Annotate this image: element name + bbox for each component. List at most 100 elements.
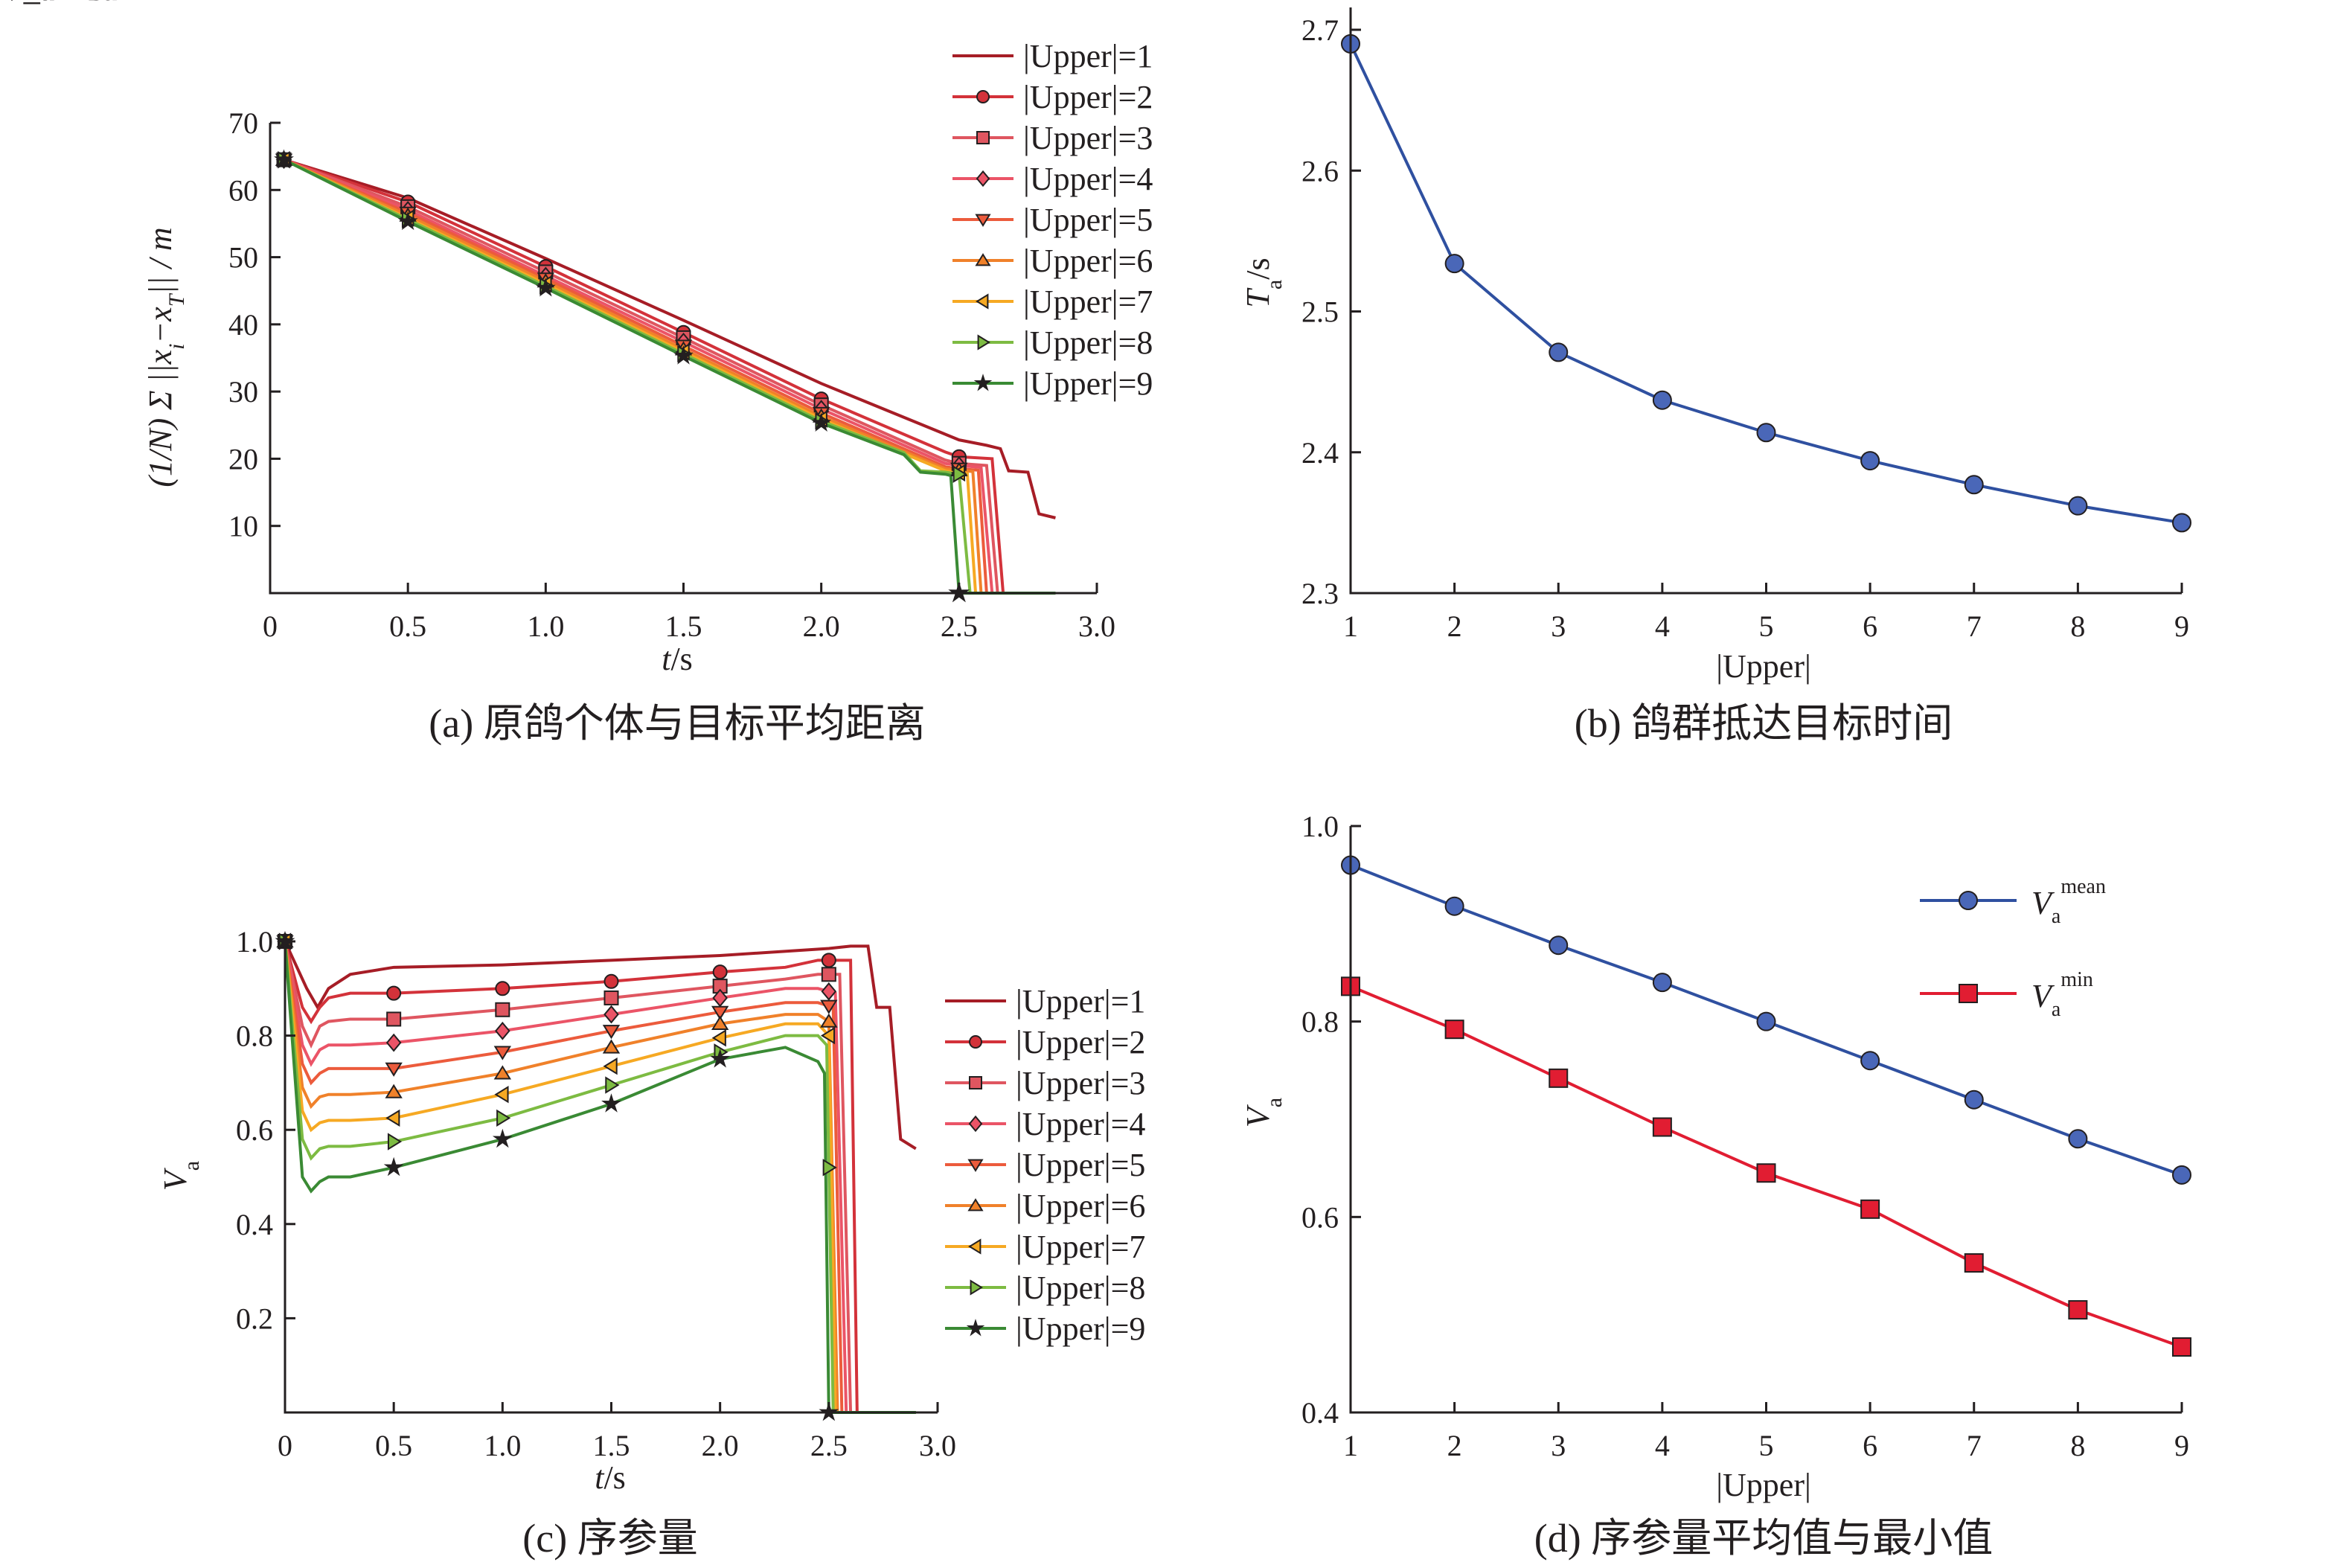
data-point — [1860, 1199, 1880, 1219]
legend-marker — [970, 1279, 983, 1296]
legend-label: |Upper|=2 — [1023, 79, 1153, 115]
data-point — [821, 982, 837, 1001]
svg-text:Ta/s: Ta/s — [1240, 257, 1287, 307]
series-line — [284, 941, 916, 1414]
data-point — [1756, 1011, 1776, 1031]
y-tick-label: 2.7 — [1301, 13, 1339, 47]
panel-a-xlabel: t/s — [662, 641, 693, 677]
y-tick-label: 0.8 — [236, 1020, 273, 1053]
panel-b-caption: (b) 鸽群抵达目标时间 — [1575, 701, 1953, 746]
data-point — [1444, 896, 1464, 916]
legend-label: |Upper|=9 — [1023, 365, 1153, 402]
data-point — [1444, 1020, 1464, 1040]
legend-marker — [969, 1076, 982, 1089]
x-tick-label: 2.0 — [702, 1429, 739, 1462]
legend-label: Vamin — [2031, 968, 2093, 1021]
data-point — [494, 1086, 509, 1104]
data-point — [710, 1049, 731, 1068]
legend-label: |Upper|=1 — [1023, 38, 1153, 74]
series-line — [284, 941, 916, 1414]
data-point — [2068, 1129, 2088, 1149]
panel-d: 1 2 3 4 5 6 7 8 9 0.4 0.6 0.8 1.0 |Upper| Va Vamean V… — [0, 0, 2191, 1561]
panel-a-ylabel: (1/N) Σ ||xi−xT|| / m — [142, 227, 189, 487]
data-point — [495, 1021, 510, 1040]
legend-label: |Upper|=7 — [1023, 284, 1153, 320]
legend-label: |Upper|=4 — [1016, 1106, 1145, 1142]
data-point — [1964, 1089, 1984, 1110]
series-line — [283, 158, 1056, 595]
data-point — [493, 1046, 512, 1060]
data-point — [385, 1084, 403, 1098]
data-point — [2068, 496, 2088, 516]
x-tick-label: 6 — [1863, 609, 1877, 643]
series-line — [283, 158, 1056, 595]
data-point — [603, 990, 619, 1005]
series-line — [283, 158, 1056, 595]
data-point — [385, 1062, 403, 1077]
x-tick-label: 2.5 — [941, 609, 978, 643]
legend-label: Vamean — [2031, 875, 2106, 928]
y-tick-label: 0.6 — [236, 1113, 273, 1147]
y-tick-label: 70 — [228, 106, 258, 140]
series-line — [284, 941, 916, 1414]
x-tick-label: 7 — [1967, 1429, 1982, 1462]
x-tick-label: 1.5 — [593, 1429, 630, 1462]
legend-label: |Upper|=9 — [1016, 1311, 1145, 1347]
data-point — [1652, 1117, 1672, 1137]
y-tick-label: 50 — [228, 241, 258, 275]
data-point — [386, 1011, 402, 1027]
data-point — [274, 149, 294, 169]
panel-b: 1 2 3 4 5 6 7 8 9 2.3 2.4 2.5 2.6 2.7 |Upper| Ta/s (b… — [1240, 7, 2191, 746]
legend-label: |Upper|=6 — [1023, 243, 1153, 279]
y-tick-label: 10 — [228, 510, 258, 543]
x-tick-label: 2.5 — [810, 1429, 848, 1462]
svg-text:Va: Va — [1240, 1098, 1287, 1127]
x-tick-label: 1.0 — [527, 609, 564, 643]
legend-label: |Upper|=3 — [1023, 120, 1153, 156]
legend-raw: V_a mean — [0, 0, 134, 7]
data-point — [811, 412, 832, 432]
data-point — [673, 345, 694, 365]
svg-text:(1/N) Σ ||xi−xT|| / m: (1/N) Σ ||xi−xT|| / m — [142, 227, 189, 487]
legend-marker — [966, 1319, 985, 1337]
data-point — [1652, 390, 1672, 410]
x-tick-label: 5 — [1759, 609, 1774, 643]
panel-c: 0 0.5 1.0 1.5 2.0 2.5 3.0 0.2 0.4 0.6 0.8 1.0 t/s V… — [157, 925, 1145, 1561]
x-tick-label: 1 — [1343, 1429, 1358, 1462]
svg-text:Va: Va — [157, 1161, 204, 1191]
panel-a: 0 0.5 1.0 1.5 2.0 2.5 3.0 10 20 30 40 50 60 70 t/s (1… — [142, 38, 1153, 746]
x-tick-label: 2.0 — [803, 609, 840, 643]
panel-b-ylabel: Ta/s — [1240, 257, 1287, 307]
x-tick-label: 1.0 — [484, 1429, 521, 1462]
data-point — [1652, 973, 1672, 993]
series-line — [283, 158, 1056, 595]
series-line — [283, 158, 1056, 595]
legend-marker — [975, 253, 991, 266]
data-point — [711, 1015, 729, 1030]
series-line — [284, 941, 916, 1414]
x-tick-label: 6 — [1863, 1429, 1877, 1462]
x-tick-label: 9 — [2174, 609, 2189, 643]
series-line — [283, 158, 1056, 595]
legend-marker — [967, 1159, 984, 1172]
x-tick-label: 1 — [1343, 609, 1358, 643]
y-tick-label: 1.0 — [1301, 810, 1339, 843]
x-tick-label: 1.5 — [665, 609, 702, 643]
legend-label: |Upper|=2 — [1016, 1024, 1145, 1060]
data-point — [1549, 935, 1569, 956]
x-tick-label: 0 — [278, 1429, 292, 1462]
panel-c-xlabel: t/s — [595, 1459, 626, 1496]
x-tick-label: 3.0 — [919, 1429, 956, 1462]
panel-c-ylabel: Va — [157, 1161, 204, 1191]
data-point — [603, 973, 619, 989]
data-point — [1444, 254, 1464, 274]
legend-label: |Upper|=6 — [1016, 1188, 1145, 1224]
y-tick-label: 0.2 — [236, 1302, 273, 1335]
series-line — [283, 158, 1056, 519]
data-point — [385, 1033, 402, 1052]
y-tick-label: 2.5 — [1301, 295, 1339, 329]
data-point — [822, 1159, 837, 1177]
data-point — [605, 1076, 620, 1094]
data-point — [711, 1005, 729, 1020]
x-tick-label: 0.5 — [375, 1429, 412, 1462]
